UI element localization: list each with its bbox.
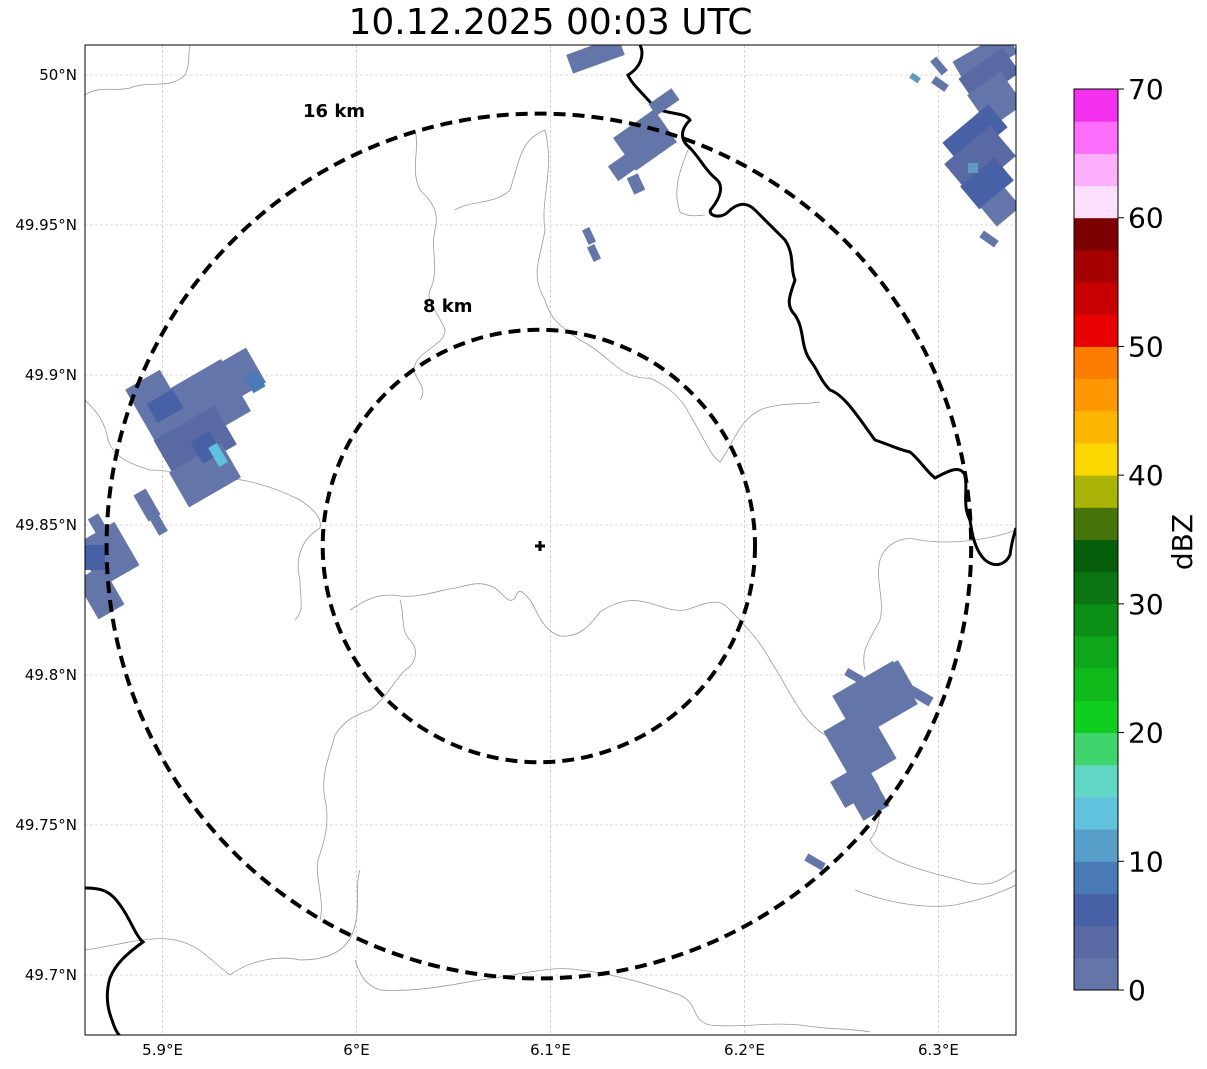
boundary-line <box>354 959 871 1033</box>
ring-label-16km: 16 km <box>303 101 365 122</box>
colorbar-segment <box>1074 764 1118 798</box>
map-title: 10.12.2025 00:03 UTC <box>348 2 753 43</box>
boundary-line <box>85 45 191 96</box>
boundary-line <box>85 399 321 621</box>
boundary-line <box>854 884 1016 907</box>
colorbar-segment <box>1074 346 1118 380</box>
colorbar-tick-label: 50 <box>1128 330 1164 363</box>
colorbar-tick-label: 40 <box>1128 459 1164 492</box>
border-line-southwest <box>85 886 146 1035</box>
echo-cell-southeast <box>804 660 934 871</box>
plot-frame <box>84 44 1017 1036</box>
colorbar-segment <box>1074 314 1118 347</box>
colorbar-ticks: 0 10 20 30 40 50 60 70 <box>1118 73 1164 1007</box>
colorbar-segment <box>1074 571 1118 605</box>
lat-tick-label: 49.8°N <box>25 666 77 684</box>
lon-tick-label: 6.2°E <box>724 1041 765 1059</box>
colorbar-tick-label: 0 <box>1128 974 1146 1007</box>
range-ring-8km <box>320 327 758 765</box>
lon-tick-label: 6.1°E <box>530 1041 571 1059</box>
boundary-line <box>676 144 706 217</box>
lat-tick-label: 49.9°N <box>25 366 77 384</box>
colorbar <box>1073 88 1119 991</box>
colorbar-segment <box>1074 957 1118 991</box>
colorbar-tick-label: 30 <box>1128 588 1164 621</box>
range-rings <box>104 111 974 981</box>
colorbar-segment <box>1074 249 1118 283</box>
colorbar-segment <box>1074 217 1118 251</box>
colorbar-segment <box>1074 539 1118 573</box>
colorbar-segment <box>1074 121 1118 154</box>
radar-site-marker <box>535 541 545 551</box>
latitude-ticks: 50°N 49.95°N 49.9°N 49.85°N 49.8°N 49.75°N 49.… <box>15 66 77 984</box>
boundary-line <box>317 599 416 921</box>
lat-tick-label: 49.85°N <box>15 516 77 534</box>
boundary-line <box>454 129 821 463</box>
colorbar-segment <box>1074 668 1118 701</box>
colorbar-segment <box>1074 925 1118 959</box>
radar-echoes <box>85 45 1016 871</box>
boundary-line <box>413 129 446 401</box>
colorbar-segment <box>1074 153 1118 187</box>
colorbar-tick-label: 20 <box>1128 717 1164 750</box>
boundary-line <box>85 869 361 976</box>
ring-label-8km: 8 km <box>423 296 473 317</box>
colorbar-segment <box>1074 185 1118 219</box>
lon-tick-label: 6.3°E <box>918 1041 959 1059</box>
colorbar-label: dBZ <box>1166 514 1199 570</box>
colorbar-segment <box>1074 89 1118 122</box>
lon-tick-label: 6°E <box>343 1041 370 1059</box>
colorbar-segment <box>1074 282 1118 315</box>
colorbar-segment <box>1074 603 1118 637</box>
echo-cell-northeast <box>909 45 1016 248</box>
colorbar-segment <box>1074 442 1118 476</box>
colorbar-tick-label: 10 <box>1128 845 1164 878</box>
lat-tick-label: 49.7°N <box>25 966 77 984</box>
national-border <box>85 45 1016 1035</box>
colorbar-segment <box>1074 796 1118 830</box>
lat-tick-label: 50°N <box>39 66 77 84</box>
lat-tick-label: 49.75°N <box>15 816 77 834</box>
colorbar-frame <box>1073 88 1119 991</box>
border-line-east <box>626 45 1016 567</box>
echo-cell-north <box>566 45 680 262</box>
boundary-line <box>349 583 726 637</box>
lon-tick-label: 5.9°E <box>142 1041 183 1059</box>
boundary-line <box>863 529 1016 671</box>
colorbar-segment <box>1074 861 1118 894</box>
colorbar-tick-label: 70 <box>1128 73 1164 106</box>
colorbar-segment <box>1074 378 1118 412</box>
colorbar-segment <box>1074 829 1118 862</box>
colorbar-segment <box>1074 700 1118 734</box>
colorbar-segment <box>1074 475 1118 508</box>
gridlines <box>85 45 1016 1035</box>
colorbar-segment <box>1074 636 1118 669</box>
colorbar-tick-label: 60 <box>1128 202 1164 235</box>
colorbar-segment <box>1074 893 1118 927</box>
colorbar-segment <box>1074 410 1118 444</box>
colorbar-segment <box>1074 732 1118 766</box>
lat-tick-label: 49.95°N <box>15 216 77 234</box>
colorbar-segment <box>1074 507 1118 540</box>
echo-cell-northwest <box>125 347 266 536</box>
range-ring-16km <box>104 111 974 981</box>
longitude-ticks: 5.9°E 6°E 6.1°E 6.2°E 6.3°E <box>142 1041 959 1059</box>
